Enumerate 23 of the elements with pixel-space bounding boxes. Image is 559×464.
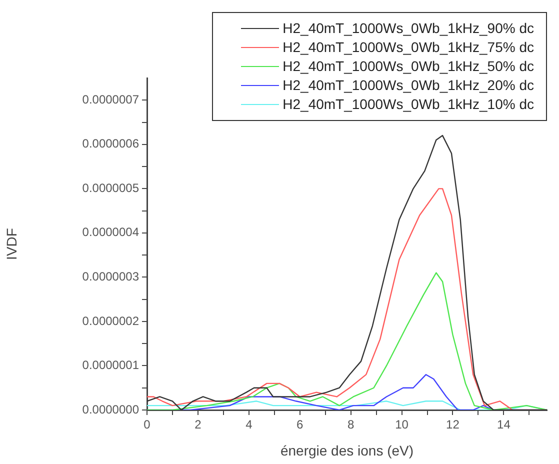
legend-label: H2_40mT_1000Ws_0Wb_1kHz_90% dc [282,19,534,38]
y-tick-label: 0.0000005 [82,180,140,195]
x-tick-label: 14 [497,418,511,432]
y-tick-label: 0.0000003 [82,270,140,284]
x-tick-label: 0 [144,418,151,432]
legend-label: H2_40mT_1000Ws_0Wb_1kHz_20% dc [282,76,534,95]
x-tick-label: 12 [446,418,460,432]
y-tick-label: 0.0000007 [82,92,140,106]
x-tick-label: 10 [395,418,409,432]
x-tick-label: 4 [246,418,253,432]
x-tick-label: 6 [296,418,304,432]
y-axis-title: IVDF [3,228,20,260]
x-tick-label: 2 [194,418,202,432]
y-tick-label: 0.0000000 [82,402,140,416]
legend-label: H2_40mT_1000Ws_0Wb_1kHz_75% dc [282,38,534,57]
legend-label: H2_40mT_1000Ws_0Wb_1kHz_10% dc [282,95,534,114]
legend-label: H2_40mT_1000Ws_0Wb_1kHz_50% dc [282,57,534,76]
y-tick-label: 0.0000001 [82,358,140,372]
y-tick-label: 0.0000006 [82,136,140,151]
x-tick-label: 8 [347,418,354,432]
x-axis-title: énergie des ions (eV) [280,442,414,458]
y-tick-label: 0.0000002 [82,314,140,328]
y-tick-label: 0.0000004 [82,225,140,240]
